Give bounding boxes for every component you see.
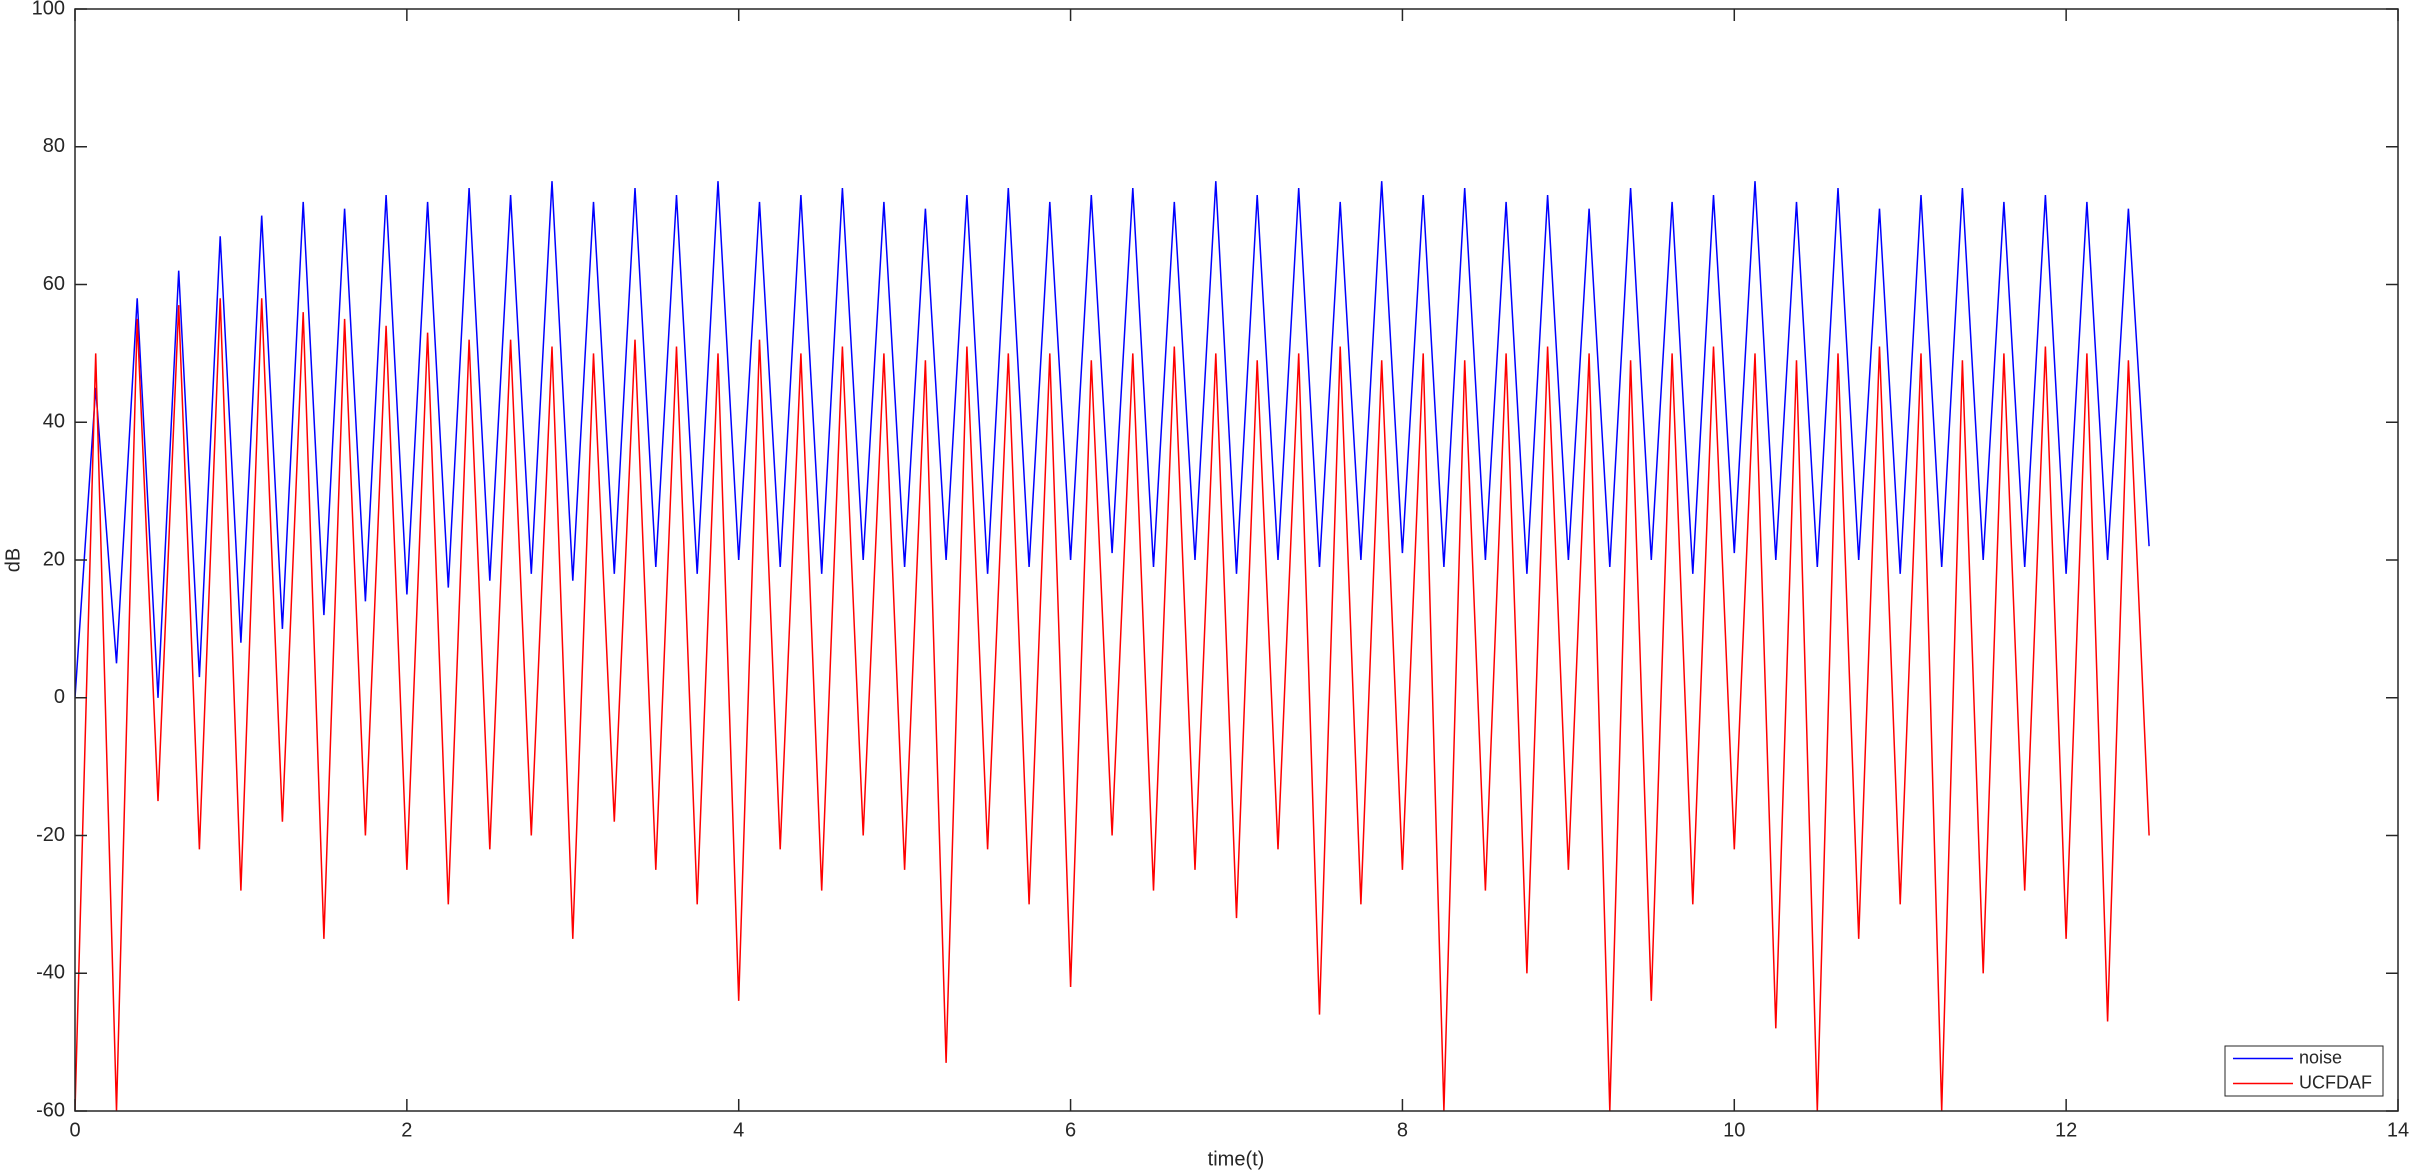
y-tick-label: 100 [32, 0, 65, 19]
legend-label: UCFDAF [2299, 1072, 2372, 1092]
y-axis-label: dB [2, 548, 24, 572]
y-tick-label: -60 [36, 1099, 65, 1121]
x-tick-label: 14 [2387, 1119, 2409, 1141]
y-tick-label: -20 [36, 824, 65, 846]
legend-label: noise [2299, 1047, 2342, 1067]
x-axis-label: time(t) [1208, 1148, 1265, 1170]
y-tick-label: 0 [54, 686, 65, 708]
x-tick-label: 10 [1723, 1119, 1745, 1141]
y-tick-label: 60 [43, 273, 65, 295]
x-tick-label: 2 [401, 1119, 412, 1141]
legend-box [2224, 1045, 2384, 1097]
x-tick-label: 6 [1065, 1119, 1076, 1141]
y-tick-label: 20 [43, 548, 65, 570]
line-series [75, 181, 2150, 698]
x-tick-label: 8 [1397, 1119, 1408, 1141]
x-tick-label: 0 [69, 1119, 80, 1141]
y-tick-label: 80 [43, 135, 65, 157]
x-tick-label: 4 [733, 1119, 744, 1141]
y-tick-label: -40 [36, 962, 65, 984]
x-tick-label: 12 [2055, 1119, 2077, 1141]
line-series [75, 298, 2150, 1111]
y-tick-label: 40 [43, 411, 65, 433]
